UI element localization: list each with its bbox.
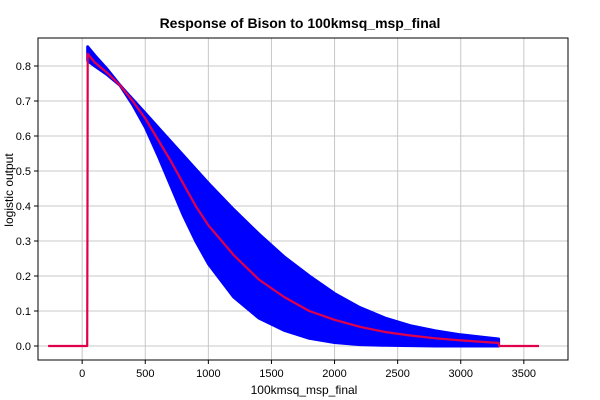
y-tick-label: 0.7 bbox=[16, 96, 31, 108]
x-tick-label: 0 bbox=[79, 368, 85, 380]
axis-ticks: 0 500 1000 1500 2000 2500 3000 3500 0.0 0.1 0.2 0.3… bbox=[16, 61, 536, 380]
y-tick-label: 0.5 bbox=[16, 166, 31, 178]
y-axis-label: logistic output bbox=[2, 153, 16, 227]
response-lines bbox=[48, 52, 539, 348]
x-tick-label: 2500 bbox=[385, 368, 409, 380]
grid bbox=[38, 38, 568, 360]
y-tick-label: 0.4 bbox=[16, 201, 31, 213]
y-tick-label: 0.8 bbox=[16, 61, 31, 73]
x-tick-label: 1500 bbox=[259, 368, 283, 380]
x-axis-label: 100kmsq_msp_final bbox=[251, 383, 358, 397]
y-tick-label: 0.0 bbox=[16, 341, 31, 353]
x-tick-label: 3000 bbox=[448, 368, 472, 380]
chart-title: Response of Bison to 100kmsq_msp_final bbox=[160, 15, 441, 31]
y-tick-label: 0.6 bbox=[16, 131, 31, 143]
mean-response-line bbox=[48, 52, 539, 348]
x-tick-label: 2000 bbox=[322, 368, 346, 380]
y-tick-label: 0.1 bbox=[16, 306, 31, 318]
x-tick-label: 3500 bbox=[512, 368, 536, 380]
x-tick-label: 1000 bbox=[196, 368, 220, 380]
y-tick-label: 0.3 bbox=[16, 236, 31, 248]
y-tick-label: 0.2 bbox=[16, 271, 31, 283]
x-tick-label: 500 bbox=[136, 368, 154, 380]
plot-frame bbox=[37, 37, 569, 361]
